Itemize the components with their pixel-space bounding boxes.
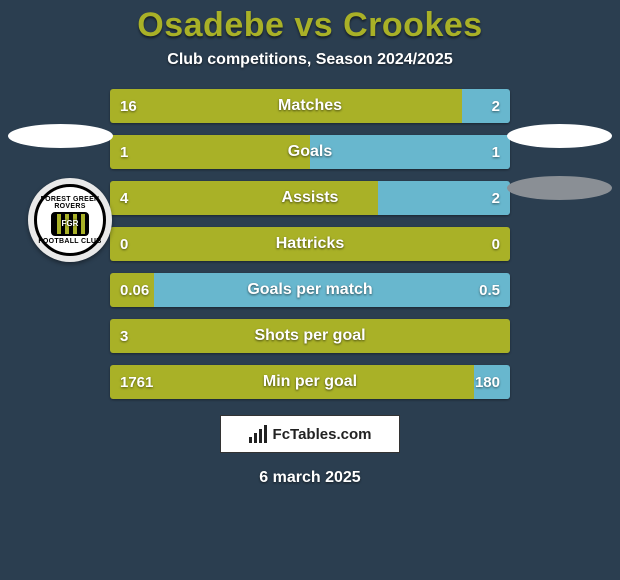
barchart-icon bbox=[249, 425, 267, 443]
badge-stripes bbox=[51, 212, 89, 236]
page-title: Osadebe vs Crookes bbox=[137, 6, 482, 45]
stat-left-value: 0 bbox=[110, 227, 500, 261]
fctables-logo[interactable]: FcTables.com bbox=[220, 415, 400, 453]
logo-text: FcTables.com bbox=[273, 426, 372, 443]
stat-left-value: 3 bbox=[110, 319, 500, 353]
stat-right-value bbox=[500, 319, 510, 353]
club-badge-inner: FOREST GREEN ROVERS FOOTBALL CLUB bbox=[34, 184, 106, 256]
stat-left-value: 16 bbox=[110, 89, 462, 123]
stat-right-value: 2 bbox=[462, 89, 510, 123]
stat-row: 00Hattricks bbox=[110, 227, 510, 261]
stat-left-value: 1 bbox=[110, 135, 310, 169]
stat-row: 11Goals bbox=[110, 135, 510, 169]
stat-left-value: 0.06 bbox=[110, 273, 154, 307]
footer-date: 6 march 2025 bbox=[259, 469, 360, 487]
stat-row: 42Assists bbox=[110, 181, 510, 215]
right-team-oval-2 bbox=[507, 176, 612, 200]
stat-row: 0.060.5Goals per match bbox=[110, 273, 510, 307]
stat-right-value: 1 bbox=[310, 135, 510, 169]
badge-text-bottom: FOOTBALL CLUB bbox=[38, 238, 101, 245]
stat-row: 162Matches bbox=[110, 89, 510, 123]
stat-left-value: 1761 bbox=[110, 365, 474, 399]
stat-right-value: 0.5 bbox=[154, 273, 510, 307]
stat-right-value: 2 bbox=[378, 181, 510, 215]
left-team-oval bbox=[8, 124, 113, 148]
club-badge: FOREST GREEN ROVERS FOOTBALL CLUB bbox=[28, 178, 112, 262]
stat-right-value: 180 bbox=[474, 365, 510, 399]
stat-right-value: 0 bbox=[500, 227, 510, 261]
stat-row: 3Shots per goal bbox=[110, 319, 510, 353]
stat-left-value: 4 bbox=[110, 181, 378, 215]
badge-text-top: FOREST GREEN ROVERS bbox=[37, 196, 103, 210]
right-team-oval-1 bbox=[507, 124, 612, 148]
page-subtitle: Club competitions, Season 2024/2025 bbox=[167, 51, 452, 69]
stat-row: 1761180Min per goal bbox=[110, 365, 510, 399]
